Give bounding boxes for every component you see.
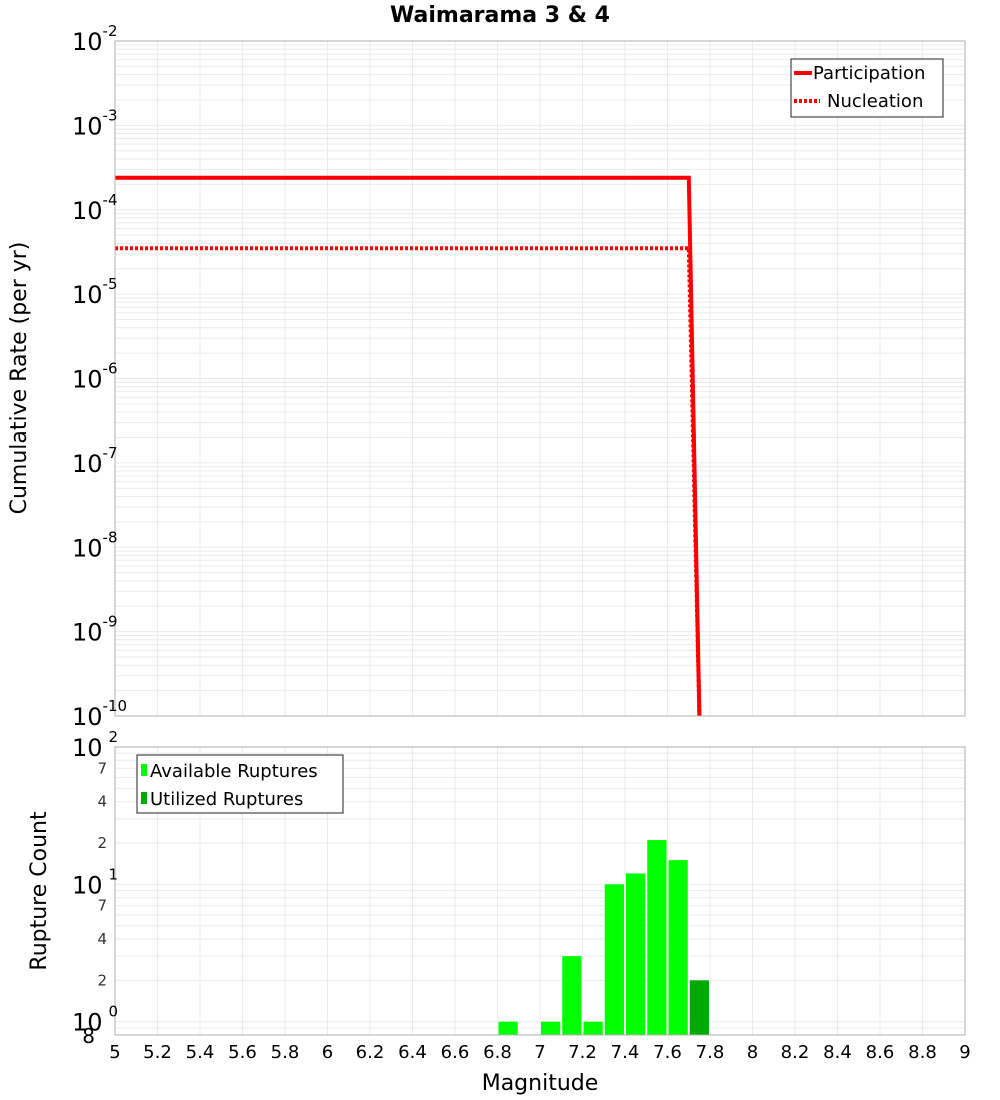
x-tick-label: 6.6: [441, 1042, 470, 1063]
y-minor-tick-label: 7: [97, 897, 107, 915]
y-tick-label: 10-4: [72, 191, 118, 225]
y-tick-label: 10-7: [72, 444, 118, 478]
y-tick-label: 10 1: [72, 865, 118, 899]
available-ruptures-bar: [583, 1021, 603, 1035]
available-ruptures-bar: [562, 956, 582, 1035]
x-tick-labels: 5 5.2 5.4 5.6 5.8 6 6.2 6.4 6.6 6.8 7 7.2 7.4 7.6 7.8 8…: [109, 1042, 970, 1063]
x-tick-label: 8.2: [781, 1042, 810, 1063]
bottom-y-axis-label: Rupture Count: [27, 811, 52, 971]
x-tick-label: 7: [534, 1042, 545, 1063]
y-minor-tick-label: 4: [97, 930, 107, 948]
bottom-legend-box: [136, 754, 344, 814]
y-tick-label: 10-6: [72, 360, 118, 394]
available-legend-swatch: [141, 764, 147, 776]
available-ruptures-bar: [626, 873, 646, 1035]
x-tick-label: 6: [322, 1042, 333, 1063]
top-plot-frame: [114, 40, 966, 717]
y-tick-label: 10 0: [72, 1003, 118, 1037]
available-ruptures-bar: [498, 1021, 518, 1035]
y-minor-tick-label: 8: [82, 1024, 95, 1048]
y-minor-tick-label: 2: [97, 971, 107, 989]
x-tick-label: 5.8: [271, 1042, 300, 1063]
top-legend: Participation Nucleation: [790, 58, 944, 118]
legend-utilized: Utilized Ruptures: [150, 789, 303, 810]
y-tick-label: 10-2: [72, 22, 118, 56]
available-ruptures-bar: [668, 860, 688, 1035]
x-tick-label: 6.4: [398, 1042, 427, 1063]
x-tick-label: 9: [959, 1042, 970, 1063]
x-tick-label: 8.4: [823, 1042, 852, 1063]
x-tick-label: 8.6: [866, 1042, 895, 1063]
x-tick-label: 6.2: [356, 1042, 385, 1063]
y-minor-tick-label: 7: [97, 759, 107, 777]
bottom-legend: Available Ruptures Utilized Ruptures: [136, 754, 344, 814]
utilized-ruptures-bar: [689, 980, 709, 1035]
utilized-legend-swatch: [141, 792, 147, 804]
x-tick-label: 5: [109, 1042, 120, 1063]
y-tick-label: 10-3: [72, 106, 118, 140]
x-tick-label: 7.6: [653, 1042, 682, 1063]
x-tick-label: 6.8: [483, 1042, 512, 1063]
rate-lines: [115, 175, 702, 717]
available-ruptures-bar: [541, 1021, 561, 1035]
x-tick-label: 7.2: [568, 1042, 597, 1063]
top-legend-box: [790, 58, 944, 118]
legend-participation: Participation: [813, 63, 925, 84]
x-tick-label: 5.4: [186, 1042, 215, 1063]
rupture-bars: [498, 840, 709, 1035]
y-minor-tick-label: 4: [97, 793, 107, 811]
y-tick-label: 10-8: [72, 528, 118, 562]
y-tick-label: 10-10: [72, 697, 127, 731]
cumulative-rate-plot: 10-2 10-3 10-4 10-5 10-6 10-7 10-8 10-9 10-10 Cu…: [7, 22, 966, 731]
x-tick-label: 7.8: [696, 1042, 725, 1063]
x-tick-label: 5.2: [143, 1042, 172, 1063]
chart-title: Waimarama 3 & 4: [390, 3, 610, 28]
y-tick-label: 10-5: [72, 275, 118, 309]
legend-nucleation: Nucleation: [827, 91, 923, 112]
x-tick-label: 8: [747, 1042, 758, 1063]
x-axis-label: Magnitude: [482, 1071, 599, 1096]
available-ruptures-bar: [647, 840, 667, 1035]
y-minor-tick-label: 2: [97, 834, 107, 852]
legend-available: Available Ruptures: [150, 761, 318, 782]
y-tick-label: 10-9: [72, 613, 118, 647]
x-tick-label: 5.6: [228, 1042, 257, 1063]
nucleation-line: [115, 246, 702, 717]
top-grid: [115, 41, 966, 717]
x-tick-label: 7.4: [611, 1042, 640, 1063]
y-tick-label: 10 2: [72, 728, 118, 762]
top-y-axis-label: Cumulative Rate (per yr): [7, 242, 32, 515]
top-y-tick-labels: 10-2 10-3 10-4 10-5 10-6 10-7 10-8 10-9 10-10: [72, 22, 127, 731]
available-ruptures-bar: [604, 884, 624, 1035]
x-tick-label: 8.8: [908, 1042, 937, 1063]
bottom-plot-frame: [114, 746, 966, 1036]
